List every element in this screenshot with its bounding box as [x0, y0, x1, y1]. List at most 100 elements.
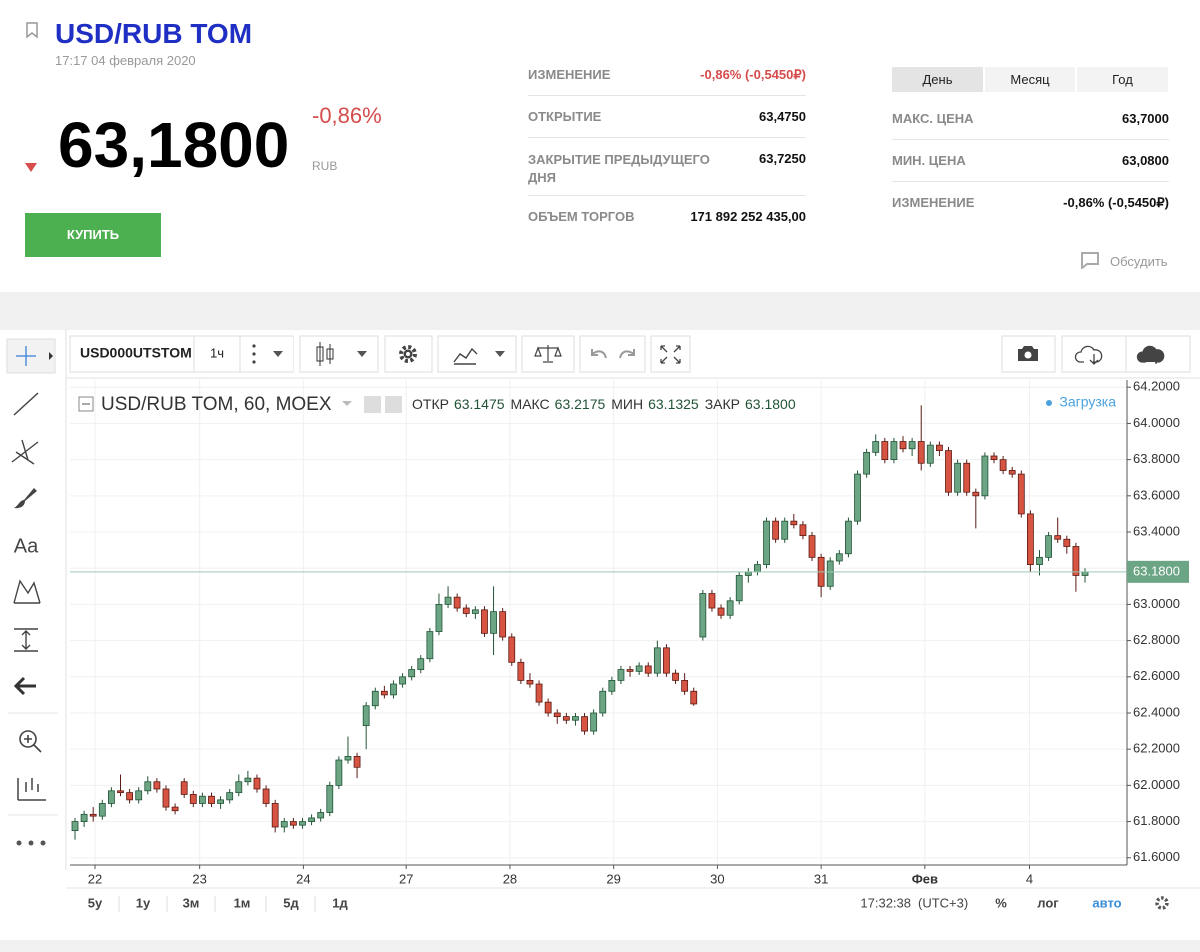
- x-tick-label: 29: [606, 871, 620, 886]
- y-tick-label: 62.0000: [1133, 777, 1180, 792]
- y-tick-label: 62.4000: [1133, 704, 1180, 719]
- period-tab[interactable]: Месяц: [985, 67, 1075, 92]
- gear-icon[interactable]: [1155, 896, 1169, 910]
- candle-body: [899, 441, 907, 450]
- left-toolbar: [0, 330, 66, 870]
- candle-body: [317, 812, 325, 819]
- tool-pattern[interactable]: [13, 579, 41, 604]
- y-tick-label: 62.6000: [1133, 668, 1180, 683]
- period-tab[interactable]: День: [892, 67, 983, 92]
- candle-body: [781, 520, 789, 540]
- range-button[interactable]: 5д: [283, 895, 299, 910]
- more-dot: [28, 840, 34, 846]
- candle-body: [999, 459, 1007, 471]
- candle-body: [626, 669, 634, 672]
- undo-redo[interactable]: [579, 335, 646, 373]
- candle-body: [162, 788, 170, 808]
- redo-icon: [619, 349, 635, 359]
- candle-body: [863, 451, 871, 475]
- discuss-link[interactable]: Обсудить: [1110, 254, 1168, 269]
- candle-body: [117, 790, 124, 794]
- dropdown-caret: [495, 351, 505, 357]
- menu-dot[interactable]: [252, 344, 256, 348]
- candle-body: [435, 604, 443, 632]
- compare-button[interactable]: [521, 335, 575, 373]
- percent-toggle[interactable]: %: [995, 895, 1007, 910]
- candle-body: [353, 756, 361, 768]
- zoom-icon: [24, 735, 42, 753]
- candle-body: [471, 609, 479, 614]
- tool-brush[interactable]: [14, 488, 37, 509]
- candle-body: [644, 665, 652, 674]
- camera-lens: [1024, 351, 1032, 359]
- range-button[interactable]: 3м: [183, 895, 200, 910]
- candle-body: [1081, 571, 1089, 576]
- eye-button[interactable]: [364, 396, 381, 413]
- ohlc-legend: ОТКР 63.1475 МАКС 63.2175 МИН 63.1325 ЗАКР 63.1…: [412, 396, 796, 412]
- candle-body: [708, 593, 716, 609]
- x-tick-label: 30: [710, 871, 724, 886]
- clock: 17:32:38: [860, 895, 911, 910]
- tool-line[interactable]: [13, 392, 39, 416]
- candle-body: [180, 781, 188, 795]
- timestamp: 17:17 04 февраля 2020: [55, 53, 196, 68]
- candle-body: [1054, 535, 1062, 540]
- tool-back[interactable]: [13, 676, 36, 696]
- candle-body: [98, 803, 106, 817]
- buy-button[interactable]: КУПИТЬ: [25, 213, 161, 257]
- tool-text[interactable]: Aa: [14, 535, 39, 557]
- candle-body: [126, 792, 133, 801]
- dropdown-caret[interactable]: [273, 351, 283, 357]
- stat-value: 63,4750: [759, 109, 806, 124]
- y-tick-label: 61.6000: [1133, 849, 1180, 864]
- candle-body: [981, 455, 989, 497]
- stat-label: ИЗМЕНЕНИЕ: [528, 67, 611, 82]
- candle-body: [89, 813, 97, 817]
- candle-body: [835, 553, 843, 562]
- candle-body: [390, 683, 397, 696]
- range-button[interactable]: 1д: [332, 895, 348, 910]
- bookmark-icon[interactable]: [26, 22, 38, 38]
- candle-body: [153, 781, 161, 790]
- candle-body: [371, 690, 379, 707]
- range-button[interactable]: 5у: [88, 895, 103, 910]
- candle-body: [635, 665, 643, 672]
- price: 63,1800: [58, 109, 290, 181]
- tool-bars[interactable]: [17, 778, 46, 801]
- fullscreen-button[interactable]: [650, 335, 691, 373]
- y-tick-label: 62.8000: [1133, 632, 1180, 647]
- x-tick-label: 24: [296, 871, 310, 886]
- tool-pitchfork[interactable]: [11, 439, 39, 465]
- range-button[interactable]: 1у: [136, 895, 151, 910]
- y-tick-label: 64.2000: [1133, 379, 1180, 394]
- candle-body: [326, 784, 334, 813]
- candle-body: [171, 806, 179, 812]
- gear-icon: [399, 345, 417, 363]
- candle-body: [1045, 535, 1053, 558]
- candle-body: [335, 759, 343, 786]
- currency: RUB: [312, 159, 338, 173]
- x-tick-label: 27: [399, 871, 413, 886]
- chart-type-button[interactable]: [299, 335, 379, 373]
- tool-zoom[interactable]: [19, 730, 37, 748]
- settings-small[interactable]: [385, 396, 402, 413]
- comment-icon[interactable]: [1081, 252, 1099, 269]
- candle-body: [1017, 473, 1025, 515]
- candle-body: [235, 781, 243, 794]
- ohlc-value: 63.1325: [648, 396, 699, 412]
- candle-body: [954, 462, 962, 493]
- auto-toggle[interactable]: авто: [1092, 895, 1121, 910]
- candle-body: [71, 821, 79, 832]
- candle-body: [1063, 538, 1071, 547]
- candle-body: [253, 777, 261, 790]
- period-tab[interactable]: Год: [1077, 67, 1168, 92]
- stat-label: ЗАКРЫТИЕ ПРЕДЫДУЩЕГО ДНЯ: [528, 152, 710, 185]
- log-toggle[interactable]: лог: [1037, 895, 1059, 910]
- candle-body: [917, 441, 925, 464]
- more-dot[interactable]: [16, 840, 22, 846]
- separator: [528, 137, 806, 138]
- separator: [892, 139, 1169, 140]
- tool-measure[interactable]: [14, 628, 38, 652]
- range-button[interactable]: 1м: [234, 895, 251, 910]
- candle-body: [572, 716, 579, 721]
